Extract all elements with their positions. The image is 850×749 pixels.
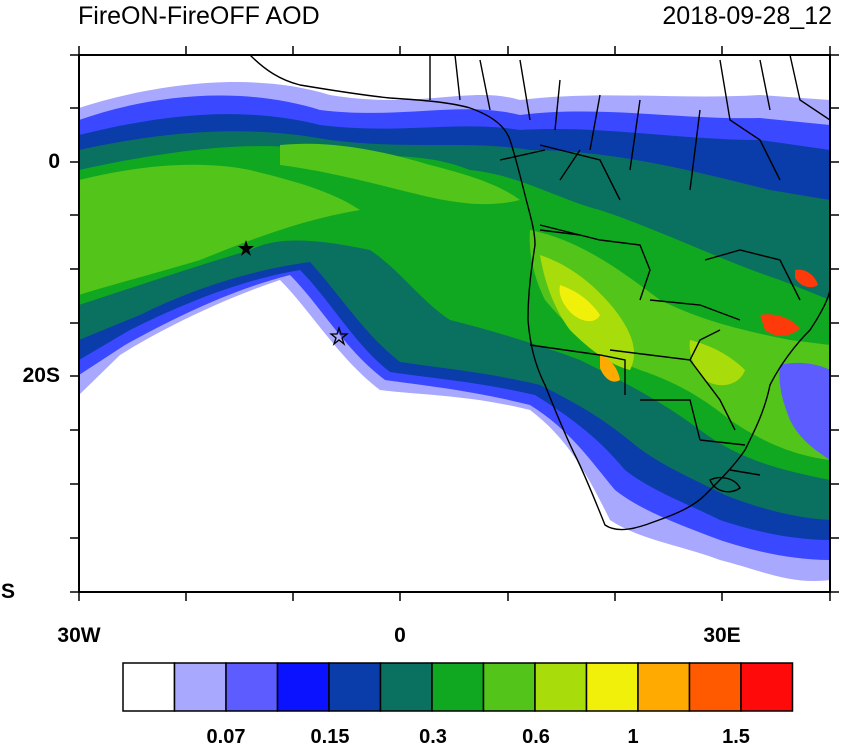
colorbar-label: 0.6: [522, 726, 550, 748]
aod-contour-red: [760, 314, 800, 336]
colorbar-box: [482, 662, 536, 712]
colorbar-label: 0.15: [310, 726, 350, 748]
colorbar-box: [740, 662, 794, 712]
coastlines: [249, 55, 830, 531]
colorbar-box: [225, 662, 279, 712]
x-tick-label-30w: 30W: [57, 624, 101, 647]
map-title: FireON-FireOFF AOD: [78, 2, 320, 30]
y-tick-marks: [70, 54, 839, 593]
map-datetime: 2018-09-28_12: [662, 2, 832, 30]
colorbar-box: [637, 662, 691, 712]
colorbar-box: [328, 662, 382, 712]
aod-contour-yellow: [559, 285, 600, 322]
aod-contour-015: [779, 362, 830, 460]
colorbar-box: [122, 662, 176, 712]
colorbar-box: [431, 662, 485, 712]
colorbar-box: [534, 662, 588, 712]
aod-contour-green-light: [529, 230, 830, 460]
aod-contour-orange: [600, 355, 620, 382]
filled-star-marker: [238, 240, 254, 256]
y-tick-label-0: 0: [48, 150, 60, 173]
colorbar: [122, 662, 794, 712]
colorbar-box: [276, 662, 330, 712]
colorbar-label: 0.3: [419, 726, 447, 748]
y-tick-label-20s: 20S: [22, 364, 60, 387]
aod-field: [79, 55, 830, 592]
colorbar-box: [379, 662, 433, 712]
aod-contour-red: [795, 269, 818, 288]
colorbar-label: 1.5: [722, 726, 750, 748]
y-tick-label-40s: 40S: [0, 580, 15, 603]
colorbar-box: [585, 662, 639, 712]
colorbar-label: 0.07: [206, 726, 246, 748]
colorbar-label: 1: [627, 726, 639, 748]
x-tick-label-0: 0: [394, 624, 406, 647]
x-tick-marks: [78, 46, 831, 601]
colorbar-box: [173, 662, 227, 712]
colorbar-box: [688, 662, 742, 712]
aod-contour-yellowgreen: [689, 340, 745, 386]
x-tick-label-30e: 30E: [703, 624, 741, 647]
aod-contour-green-light: [280, 143, 520, 205]
open-star-marker: [329, 325, 349, 346]
aod-contour-green-light: [79, 164, 360, 295]
